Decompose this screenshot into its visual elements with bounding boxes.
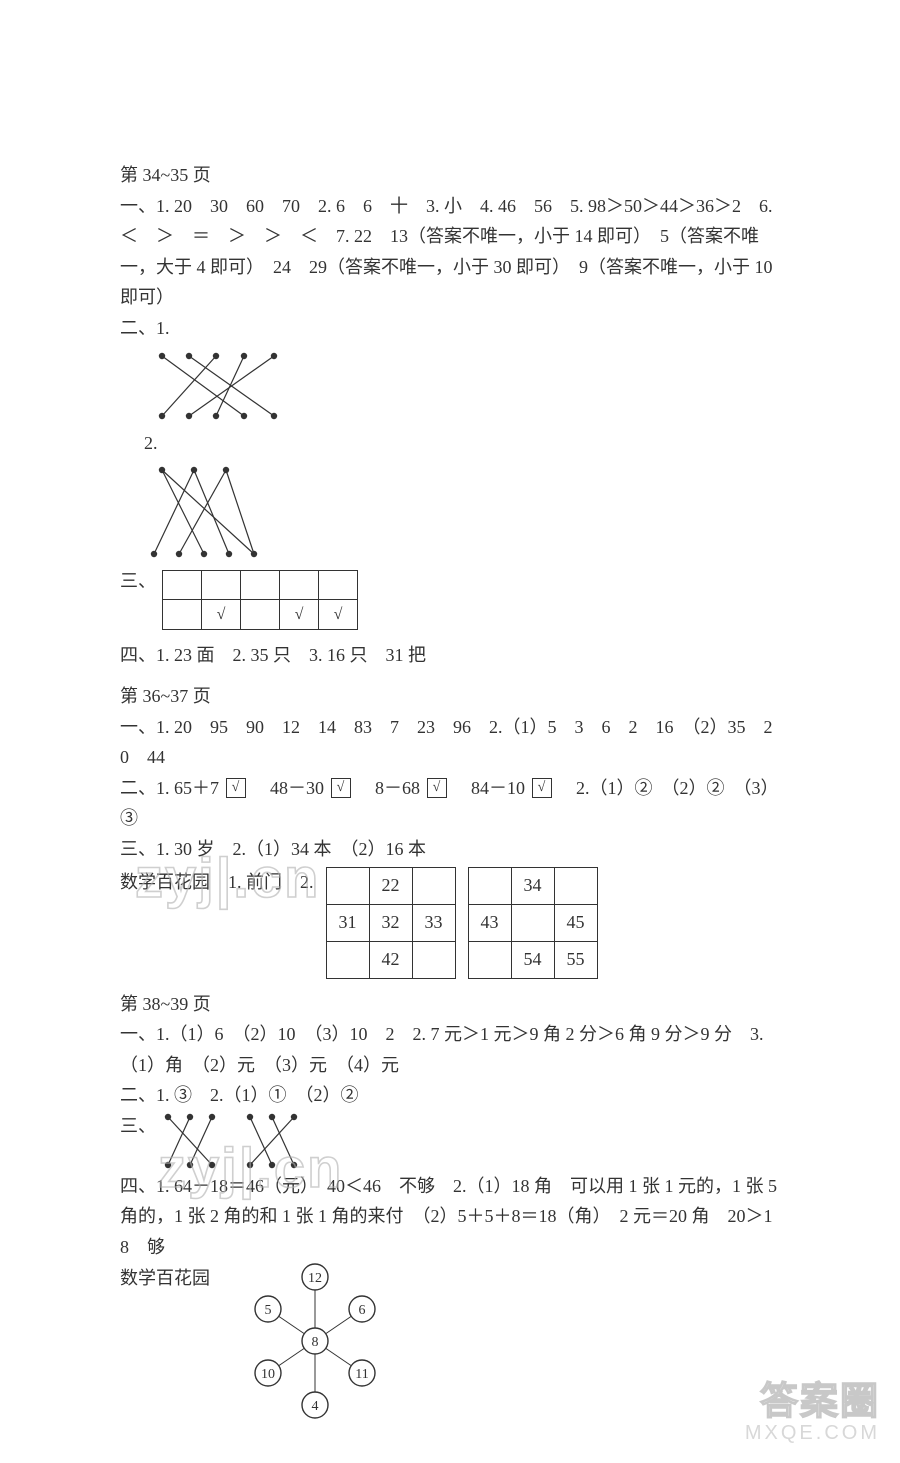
sec36-p1: 一、1. 20 95 90 12 14 83 7 23 96 2.（1）5 3 …	[120, 712, 780, 773]
sec38-p2: 二、1. ③ 2.（1）① （2）②	[120, 1080, 780, 1111]
sec34-p1: 一、1. 20 30 60 70 2. 6 6 十 3. 小 4. 46 56 …	[120, 191, 780, 313]
num-cell	[326, 941, 369, 978]
num-cell	[412, 867, 455, 904]
num-cell	[554, 867, 597, 904]
check-table: √√√	[162, 570, 358, 630]
sec38-p4: 四、1. 64－18＝46（元） 40＜46 不够 2.（1）18 角 可以用 …	[120, 1171, 780, 1263]
sec38-three-row: 三、	[120, 1111, 780, 1171]
checkbox-icon: √	[427, 778, 447, 798]
checkbox-icon: √	[226, 778, 246, 798]
num-cell: 32	[369, 904, 412, 941]
check-cell: √	[202, 600, 241, 630]
check-cell: √	[319, 600, 358, 630]
num-cell	[326, 867, 369, 904]
sec38-p1: 一、1.（1）6 （2）10 （3）10 2 2. 7 元＞1 元＞9 角 2 …	[120, 1019, 780, 1080]
num-cell: 54	[511, 941, 554, 978]
svg-text:8: 8	[312, 1335, 319, 1350]
check-cell	[319, 571, 358, 600]
sec36-title: 第 36~37 页	[120, 681, 780, 712]
svg-text:11: 11	[355, 1367, 368, 1382]
num-cell: 34	[511, 867, 554, 904]
sec36-p3: 三、1. 30 岁 2.（1）34 本 （2）16 本	[120, 834, 780, 865]
check-cell	[241, 600, 280, 630]
sec34-p2-prefix: 二、1.	[120, 313, 780, 344]
checkbox-icon: √	[331, 778, 351, 798]
sec38-p3-prefix: 三、	[120, 1111, 156, 1142]
sec36-baihua-row: 数学百花园 1. 前门 2. 2231323342 3443 455455	[120, 867, 780, 979]
num-cell	[412, 941, 455, 978]
sec38-baihua-row: 数学百花园 12 5 6 8 10 11 4	[120, 1263, 780, 1423]
num-grid-1: 2231323342	[326, 867, 456, 979]
sec34-p2b: 2.	[144, 428, 780, 459]
num-cell	[468, 867, 511, 904]
sec36-p2: 二、1. 65＋7 √ 48－30 √ 8－68 √ 84－10 √ 2.（1）…	[120, 773, 780, 834]
svg-text:6: 6	[359, 1303, 366, 1318]
sec36-baihua-prefix: 数学百花园 1. 前门 2.	[120, 867, 314, 898]
fig-crossing-3b	[240, 1111, 310, 1171]
sec34-p3-prefix: 三、	[120, 566, 156, 597]
num-cell: 42	[369, 941, 412, 978]
bubble-diagram: 12 5 6 8 10 11 4	[220, 1263, 410, 1423]
sec34-three-row: 三、 √√√	[120, 566, 780, 630]
check-cell	[280, 571, 319, 600]
fig-crossing-1	[144, 348, 294, 424]
check-cell	[241, 571, 280, 600]
sec34-title: 第 34~35 页	[120, 160, 780, 191]
svg-text:4: 4	[312, 1399, 319, 1414]
fig-crossing-3a	[158, 1111, 228, 1171]
sec34-p4: 四、1. 23 面 2. 35 只 3. 16 只 31 把	[120, 640, 780, 671]
num-cell: 55	[554, 941, 597, 978]
num-grid-2: 3443 455455	[468, 867, 598, 979]
watermark-corner-l2: MXQE.COM	[745, 1421, 880, 1445]
check-cell	[202, 571, 241, 600]
num-cell: 22	[369, 867, 412, 904]
page-root: 第 34~35 页 一、1. 20 30 60 70 2. 6 6 十 3. 小…	[0, 0, 900, 1463]
num-cell	[511, 904, 554, 941]
sec38-title: 第 38~39 页	[120, 989, 780, 1020]
checkbox-icon: √	[532, 778, 552, 798]
svg-text:10: 10	[261, 1367, 275, 1382]
sec38-baihua-prefix: 数学百花园	[120, 1263, 210, 1294]
num-cell: 43	[468, 904, 511, 941]
check-cell: √	[280, 600, 319, 630]
num-cell: 33	[412, 904, 455, 941]
svg-text:12: 12	[308, 1271, 322, 1286]
num-cell	[468, 941, 511, 978]
svg-text:5: 5	[265, 1303, 272, 1318]
check-cell	[163, 571, 202, 600]
check-cell	[163, 600, 202, 630]
num-cell: 45	[554, 904, 597, 941]
fig-crossing-2	[144, 462, 274, 562]
num-cell: 31	[326, 904, 369, 941]
